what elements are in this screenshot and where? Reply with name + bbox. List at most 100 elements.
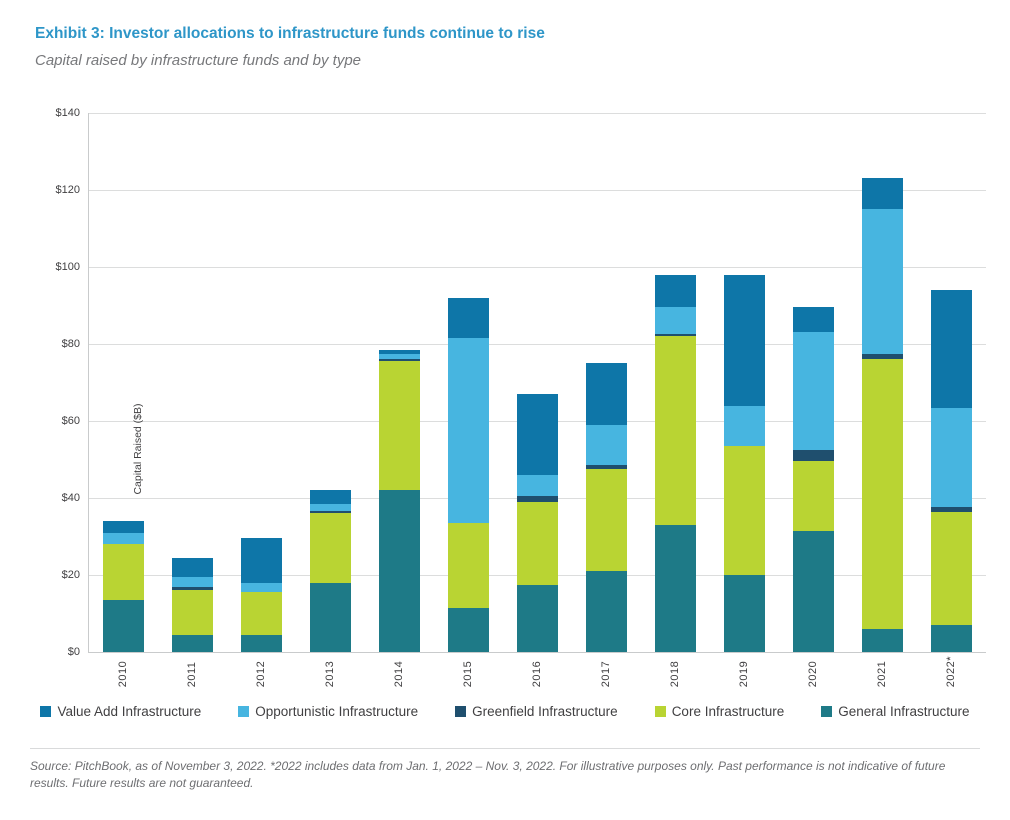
bar-segment-general bbox=[448, 607, 489, 652]
bar-segment-core bbox=[586, 469, 627, 572]
x-tick-label-2011: 2011 bbox=[185, 661, 198, 688]
bar-segment-core bbox=[448, 523, 489, 608]
bar-segment-core bbox=[517, 501, 558, 585]
bar-2022 bbox=[931, 113, 972, 652]
bar-2011 bbox=[172, 113, 213, 652]
x-label-slot: 2012 bbox=[240, 656, 281, 687]
y-tick-label-120: $120 bbox=[55, 184, 80, 196]
legend-item-general: General Infrastructure bbox=[821, 704, 970, 719]
bar-segment-core bbox=[241, 592, 282, 635]
legend-item-core: Core Infrastructure bbox=[654, 704, 785, 719]
legend-label: Value Add Infrastructure bbox=[57, 704, 202, 719]
bar-segment-general bbox=[379, 490, 420, 652]
x-tick-label-2019: 2019 bbox=[737, 660, 750, 688]
x-tick-label-2010: 2010 bbox=[116, 660, 129, 688]
bar-segment-core bbox=[379, 361, 420, 491]
legend-swatch-icon bbox=[455, 706, 467, 717]
bar-segment-opportunistic bbox=[379, 353, 420, 360]
bar-segment-core bbox=[793, 461, 834, 531]
bar-segment-opportunistic bbox=[448, 338, 489, 524]
y-tick-label-40: $40 bbox=[61, 492, 80, 504]
bar-segment-core bbox=[931, 511, 972, 626]
bar-segment-greenfield bbox=[310, 511, 351, 514]
bar-segment-opportunistic bbox=[793, 332, 834, 450]
bar-segment-general bbox=[862, 628, 903, 652]
legend-swatch-icon bbox=[40, 706, 52, 717]
bar-group bbox=[89, 113, 986, 652]
gridline-120 bbox=[89, 190, 986, 191]
bar-segment-core bbox=[310, 513, 351, 583]
bar-segment-general bbox=[793, 530, 834, 652]
x-label-slot: 2021 bbox=[861, 656, 902, 687]
bar-2012 bbox=[241, 113, 282, 652]
bar-segment-general bbox=[103, 600, 144, 652]
bar-2016 bbox=[517, 113, 558, 652]
x-label-slot: 2014 bbox=[378, 656, 419, 687]
x-tick-label-2021: 2021 bbox=[875, 660, 888, 688]
x-label-slot: 2013 bbox=[309, 656, 350, 687]
x-tick-label-2012: 2012 bbox=[254, 660, 267, 688]
bar-segment-value bbox=[931, 290, 972, 408]
legend-swatch-icon bbox=[238, 706, 250, 717]
bar-segment-greenfield bbox=[172, 586, 213, 591]
bar-segment-core bbox=[655, 336, 696, 525]
bar-segment-opportunistic bbox=[241, 582, 282, 593]
bar-2013 bbox=[310, 113, 351, 652]
x-label-slot: 2017 bbox=[585, 656, 626, 687]
bar-segment-general bbox=[172, 634, 213, 652]
x-tick-label-2016: 2016 bbox=[530, 660, 543, 688]
x-label-slot: 2011 bbox=[171, 656, 212, 688]
legend-label: Opportunistic Infrastructure bbox=[255, 704, 419, 719]
legend-label: Core Infrastructure bbox=[671, 704, 785, 719]
x-label-slot: 2018 bbox=[654, 656, 695, 687]
exhibit-title: Exhibit 3: Investor allocations to infra… bbox=[35, 25, 545, 42]
bar-segment-greenfield bbox=[517, 496, 558, 502]
bar-segment-value bbox=[862, 178, 903, 210]
bar-segment-opportunistic bbox=[103, 532, 144, 545]
bar-2010 bbox=[103, 113, 144, 652]
bar-segment-value bbox=[793, 307, 834, 333]
x-label-slot: 2015 bbox=[447, 656, 488, 687]
y-tick-label-60: $60 bbox=[61, 415, 80, 427]
bar-segment-opportunistic bbox=[931, 407, 972, 507]
x-tick-label-2013: 2013 bbox=[323, 660, 336, 688]
bar-segment-value bbox=[586, 363, 627, 425]
legend-swatch-icon bbox=[654, 706, 666, 717]
y-tick-label-80: $80 bbox=[61, 338, 80, 350]
bar-2020 bbox=[793, 113, 834, 652]
x-tick-label-2018: 2018 bbox=[668, 660, 681, 688]
bar-segment-general bbox=[655, 524, 696, 652]
x-tick-label-2017: 2017 bbox=[599, 660, 612, 688]
bar-segment-value bbox=[724, 274, 765, 406]
y-tick-label-0: $0 bbox=[67, 646, 80, 658]
legend-label: General Infrastructure bbox=[838, 704, 970, 719]
x-tick-label-2022: 2022* bbox=[944, 656, 957, 688]
x-label-slot: 2016 bbox=[516, 656, 557, 687]
bar-segment-greenfield bbox=[862, 353, 903, 360]
bar-segment-general bbox=[931, 625, 972, 652]
bar-2017 bbox=[586, 113, 627, 652]
y-tick-label-100: $100 bbox=[55, 261, 80, 273]
bar-segment-general bbox=[517, 584, 558, 652]
legend-item-opportunistic: Opportunistic Infrastructure bbox=[238, 704, 418, 719]
bar-2014 bbox=[379, 113, 420, 652]
bar-segment-core bbox=[172, 590, 213, 635]
gridline-100 bbox=[89, 267, 986, 268]
source-note: Source: PitchBook, as of November 3, 202… bbox=[30, 748, 980, 793]
bar-2015 bbox=[448, 113, 489, 652]
bar-segment-value bbox=[310, 490, 351, 504]
bar-segment-general bbox=[241, 634, 282, 652]
bar-segment-greenfield bbox=[379, 359, 420, 362]
x-tick-label-2020: 2020 bbox=[806, 660, 819, 688]
bar-segment-opportunistic bbox=[655, 307, 696, 334]
legend-item-greenfield: Greenfield Infrastructure bbox=[455, 704, 618, 719]
chart-plot-area: Capital Raised ($B) bbox=[88, 113, 986, 653]
chart-legend: Value Add Infrastructure Opportunistic In… bbox=[0, 704, 1010, 719]
bar-segment-greenfield bbox=[586, 465, 627, 470]
bar-segment-core bbox=[862, 359, 903, 629]
legend-label: Greenfield Infrastructure bbox=[472, 704, 618, 719]
bar-segment-value bbox=[379, 349, 420, 354]
y-tick-label-20: $20 bbox=[61, 569, 80, 581]
bar-segment-value bbox=[517, 394, 558, 475]
bar-segment-opportunistic bbox=[172, 576, 213, 587]
